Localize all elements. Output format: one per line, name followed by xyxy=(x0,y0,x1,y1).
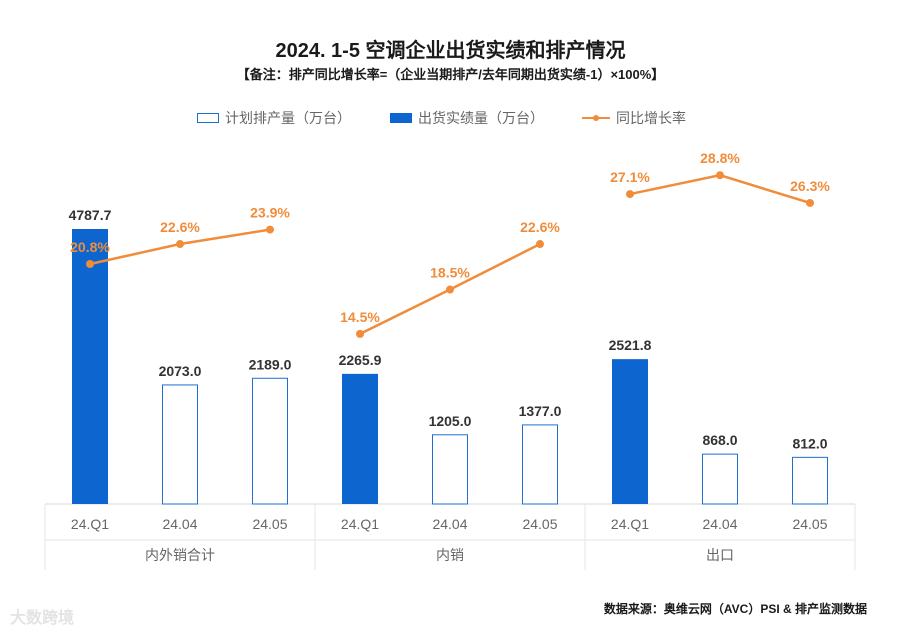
rate-point xyxy=(626,190,634,199)
legend-hollow-bar-icon xyxy=(197,113,219,123)
x-tick-label: 24.05 xyxy=(522,516,557,532)
x-tick-label: 24.Q1 xyxy=(71,516,109,532)
bar-value-label: 2073.0 xyxy=(159,363,202,379)
rate-label: 28.8% xyxy=(700,150,740,166)
bar-value-label: 2265.9 xyxy=(339,352,382,368)
x-tick-label: 24.04 xyxy=(432,516,467,532)
bar-value-label: 4787.7 xyxy=(69,207,112,223)
legend-item-planned: 计划排产量（万台） xyxy=(197,108,351,128)
rate-point xyxy=(536,240,544,249)
data-source: 数据来源：奥维云网（AVC）PSI & 排产监测数据 xyxy=(603,602,867,616)
rate-label: 20.8% xyxy=(70,239,110,255)
rate-label: 14.5% xyxy=(340,309,380,325)
rate-point xyxy=(86,260,94,268)
rate-point xyxy=(176,240,184,249)
x-tick-label: 24.Q1 xyxy=(611,516,649,532)
group-label: 内外销合计 xyxy=(145,547,215,563)
legend-solid-bar-icon xyxy=(390,113,412,123)
bar-1-2 xyxy=(522,424,558,505)
group-label: 出口 xyxy=(706,547,734,563)
chart-legend: 计划排产量（万台） 出货实绩量（万台） 同比增长率 xyxy=(0,108,901,128)
rate-label: 23.9% xyxy=(250,205,290,221)
bar-value-label: 2521.8 xyxy=(609,337,652,353)
bar-2-0 xyxy=(612,359,648,504)
x-tick-label: 24.05 xyxy=(252,516,287,532)
chart-title: 2024. 1-5 空调企业出货实绩和排产情况 xyxy=(275,40,626,62)
x-tick-label: 24.04 xyxy=(702,516,737,532)
bar-2-2 xyxy=(792,456,828,505)
legend-label-planned: 计划排产量（万台） xyxy=(225,110,351,126)
bar-value-label: 1205.0 xyxy=(429,413,472,429)
bar-0-0 xyxy=(72,229,108,504)
rate-label: 26.3% xyxy=(790,178,830,194)
bar-1-1 xyxy=(432,434,468,505)
rate-point xyxy=(716,171,724,180)
watermark: 大数跨境 xyxy=(10,610,75,627)
legend-label-rate: 同比增长率 xyxy=(616,110,686,126)
bar-value-label: 868.0 xyxy=(702,432,737,448)
x-tick-label: 24.05 xyxy=(792,516,827,532)
group-label: 内销 xyxy=(436,547,464,563)
legend-item-rate: 同比增长率 xyxy=(582,108,686,128)
rate-point xyxy=(266,225,274,234)
x-tick-label: 24.04 xyxy=(162,516,197,532)
rate-point xyxy=(356,329,364,338)
bar-value-label: 2189.0 xyxy=(249,356,292,372)
rate-label: 18.5% xyxy=(430,265,470,281)
rate-label: 22.6% xyxy=(520,219,560,235)
rate-point xyxy=(806,198,814,207)
legend-line-icon xyxy=(582,113,610,123)
bar-2-1 xyxy=(702,453,738,505)
rate-label: 27.1% xyxy=(610,169,650,185)
legend-label-shipped: 出货实绩量（万台） xyxy=(418,110,544,126)
bar-0-2 xyxy=(252,377,288,505)
rate-point xyxy=(446,285,454,294)
chart-subtitle: 【备注：排产同比增长率=（企业当期排产/去年同期出货实绩-1）×100%】 xyxy=(236,67,665,82)
bar-1-0 xyxy=(342,373,378,504)
bar-value-label: 1377.0 xyxy=(519,403,562,419)
bar-0-1 xyxy=(162,384,198,505)
rate-label: 22.6% xyxy=(160,219,200,235)
x-tick-label: 24.Q1 xyxy=(341,516,379,532)
bar-value-label: 812.0 xyxy=(792,435,827,451)
rate-line-2 xyxy=(629,173,811,205)
legend-item-shipped: 出货实绩量（万台） xyxy=(390,108,544,128)
